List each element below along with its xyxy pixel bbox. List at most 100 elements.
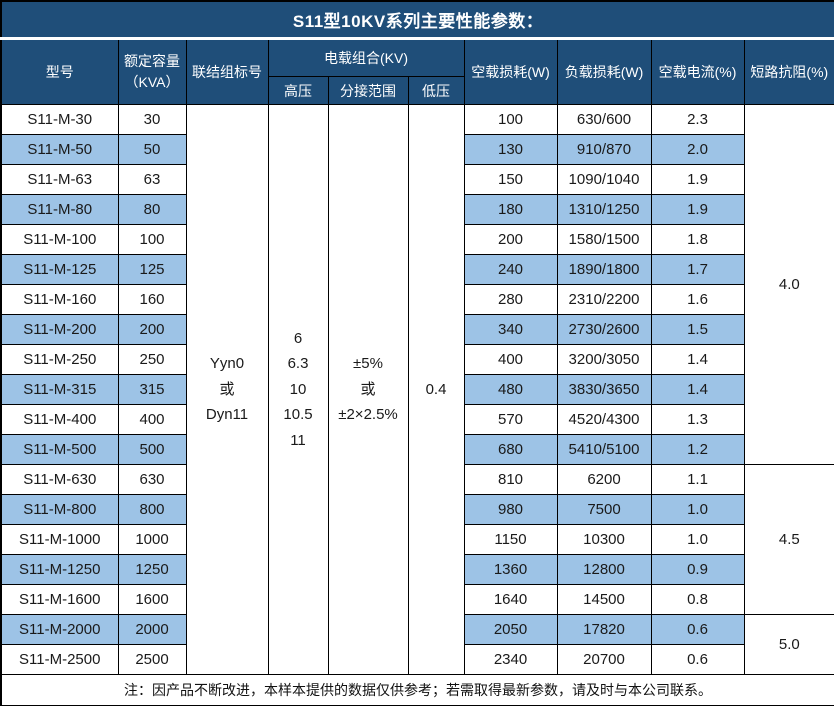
load-loss-cell: 1310/1250 [556,194,652,225]
col-header-impedance: 短路抗阻(%) [743,38,834,105]
table-row: S11-M-1250 1250 1360 12800 0.9 [0,554,834,585]
no-load-current-cell: 1.0 [650,494,745,525]
load-loss-cell: 10300 [556,524,652,555]
no-load-loss-cell: 200 [463,224,558,255]
model-cell: S11-M-63 [0,164,119,195]
no-load-loss-cell: 1640 [463,584,558,615]
table-row: S11-M-200 200 340 2730/2600 1.5 [0,314,834,345]
model-cell: S11-M-250 [0,344,119,375]
impedance-cell: 4.5 [743,464,834,615]
no-load-current-cell: 0.9 [650,554,745,585]
kva-cell: 630 [117,464,187,495]
model-cell: S11-M-800 [0,494,119,525]
load-loss-cell: 1890/1800 [556,254,652,285]
col-header-hv: 高压 [267,76,329,105]
model-cell: S11-M-500 [0,434,119,465]
load-loss-cell: 17820 [556,614,652,645]
kva-cell: 100 [117,224,187,255]
model-cell: S11-M-50 [0,134,119,165]
table-row: S11-M-125 125 240 1890/1800 1.7 [0,254,834,285]
impedance-cell: 4.0 [743,104,834,465]
hv-cell: 6 6.3 10 10.5 11 [267,104,329,675]
lv-cell: 0.4 [407,104,465,675]
no-load-current-cell: 1.4 [650,344,745,375]
col-header-model: 型号 [0,38,119,105]
kva-cell: 1600 [117,584,187,615]
col-header-capacity-line2: （KVA） [124,74,180,90]
no-load-loss-cell: 480 [463,374,558,405]
col-header-connection: 联结组标号 [185,38,269,105]
col-header-no-load-loss: 空载损耗(W) [463,38,558,105]
no-load-loss-cell: 1360 [463,554,558,585]
no-load-current-cell: 1.0 [650,524,745,555]
load-loss-cell: 3830/3650 [556,374,652,405]
load-loss-cell: 14500 [556,584,652,615]
kva-cell: 2000 [117,614,187,645]
col-header-voltage-group: 电载组合(KV) [267,38,465,77]
table-row: S11-M-1600 1600 1640 14500 0.8 [0,584,834,615]
no-load-loss-cell: 100 [463,104,558,135]
load-loss-cell: 20700 [556,644,652,675]
table-row: S11-M-160 160 280 2310/2200 1.6 [0,284,834,315]
kva-cell: 2500 [117,644,187,675]
model-cell: S11-M-100 [0,224,119,255]
note-row: 注：因产品不断改进，本样本提供的数据仅供参考；若需取得最新参数，请及时与本公司联… [0,674,834,706]
no-load-current-cell: 1.6 [650,284,745,315]
no-load-current-cell: 1.9 [650,164,745,195]
table-row: S11-M-30 30 Yyn0 或 Dyn11 6 6.3 10 10.5 11 ±5… [0,104,834,675]
no-load-current-cell: 1.7 [650,254,745,285]
no-load-loss-cell: 240 [463,254,558,285]
model-cell: S11-M-315 [0,374,119,405]
no-load-current-cell: 0.6 [650,644,745,675]
model-cell: S11-M-30 [0,104,119,135]
model-cell: S11-M-630 [0,464,119,495]
table-row: S11-M-400 400 570 4520/4300 1.3 [0,404,834,435]
kva-cell: 400 [117,404,187,435]
connection-cell: Yyn0 或 Dyn11 [185,104,269,675]
table-row: S11-M-2500 2500 2340 20700 0.6 [0,644,834,675]
model-cell: S11-M-200 [0,314,119,345]
page-title: S11型10KV系列主要性能参数： [0,0,834,40]
table-row: S11-M-800 800 980 7500 1.0 [0,494,834,525]
table-row: S11-M-50 50 130 910/870 2.0 [0,134,834,165]
kva-cell: 200 [117,314,187,345]
col-header-capacity: 额定容量 （KVA） [117,38,187,105]
no-load-current-cell: 1.1 [650,464,745,495]
no-load-loss-cell: 340 [463,314,558,345]
kva-cell: 315 [117,374,187,405]
no-load-loss-cell: 570 [463,404,558,435]
load-loss-cell: 2730/2600 [556,314,652,345]
tap-range-cell: ±5% 或 ±2×2.5% [327,104,409,675]
no-load-current-cell: 2.3 [650,104,745,135]
table-row: S11-M-80 80 180 1310/1250 1.9 [0,194,834,225]
load-loss-cell: 910/870 [556,134,652,165]
col-header-capacity-line1: 额定容量 [124,53,180,69]
col-header-lv: 低压 [407,76,465,105]
no-load-loss-cell: 810 [463,464,558,495]
model-cell: S11-M-1000 [0,524,119,555]
no-load-loss-cell: 2050 [463,614,558,645]
kva-cell: 500 [117,434,187,465]
no-load-current-cell: 1.2 [650,434,745,465]
no-load-loss-cell: 130 [463,134,558,165]
load-loss-cell: 4520/4300 [556,404,652,435]
table-row: S11-M-630 630 810 6200 1.1 4.5 [0,464,834,615]
col-header-no-load-current: 空载电流(%) [650,38,745,105]
load-loss-cell: 1090/1040 [556,164,652,195]
load-loss-cell: 630/600 [556,104,652,135]
kva-cell: 250 [117,344,187,375]
model-cell: S11-M-400 [0,404,119,435]
load-loss-cell: 12800 [556,554,652,585]
no-load-current-cell: 1.5 [650,314,745,345]
kva-cell: 30 [117,104,187,135]
kva-cell: 1250 [117,554,187,585]
no-load-current-cell: 1.4 [650,374,745,405]
kva-cell: 160 [117,284,187,315]
no-load-loss-cell: 150 [463,164,558,195]
no-load-current-cell: 2.0 [650,134,745,165]
no-load-loss-cell: 400 [463,344,558,375]
table-body: S11-M-30 30 Yyn0 或 Dyn11 6 6.3 10 10.5 11 ±5… [0,104,834,675]
table-row: S11-M-100 100 200 1580/1500 1.8 [0,224,834,255]
model-cell: S11-M-2500 [0,644,119,675]
